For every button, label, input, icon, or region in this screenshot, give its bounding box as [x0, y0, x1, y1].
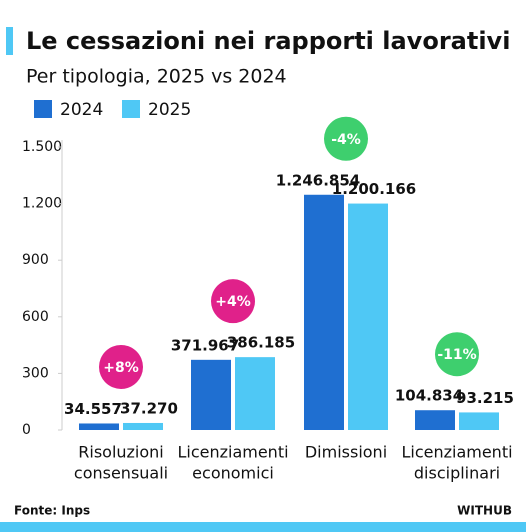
footer-strip [0, 522, 526, 532]
change-badge [211, 279, 255, 324]
x-tick-label: Licenziamenti [401, 443, 512, 462]
x-tick-label: Dimissioni [305, 443, 387, 462]
change-label: +8% [103, 360, 139, 376]
bar [191, 359, 231, 430]
change-badge [324, 116, 368, 161]
bar [123, 422, 163, 430]
data-label: 1.200.166 [332, 180, 416, 198]
change-badge [99, 344, 143, 389]
y-tick-label: 900 [22, 252, 49, 268]
bar [79, 423, 119, 430]
data-label: 93.215 [456, 389, 514, 407]
change-label: -4% [331, 132, 361, 148]
x-tick-label: Risoluzioni [78, 443, 164, 462]
y-tick-label: 600 [22, 309, 49, 325]
y-tick-label: 0 [22, 422, 31, 438]
bar [304, 194, 344, 430]
data-label: 1.246.854 [276, 171, 360, 189]
data-label: 371.967 [171, 336, 239, 354]
title-accent [6, 27, 13, 55]
y-tick-label: 1.500 [22, 139, 62, 155]
y-tick-label: 1.200 [22, 196, 62, 212]
chart-subtitle: Per tipologia, 2025 vs 2024 [26, 66, 287, 88]
data-label: 386.185 [227, 334, 295, 352]
data-label: 104.834 [395, 387, 463, 405]
data-label: 37.270 [120, 399, 178, 417]
legend-swatch [122, 100, 140, 118]
bar [459, 412, 499, 430]
change-label: -11% [437, 347, 476, 363]
legend-label: 2025 [148, 100, 191, 120]
bar [415, 410, 455, 430]
brand: WITHUB [457, 504, 512, 518]
y-tick-label: 300 [22, 365, 49, 381]
x-tick-label: Licenziamenti [177, 443, 288, 462]
x-tick-label: disciplinari [414, 464, 500, 483]
change-badge [435, 332, 479, 377]
legend-swatch [34, 100, 52, 118]
x-tick-label: consensuali [74, 464, 168, 483]
x-tick-label: economici [192, 464, 274, 483]
data-label: 34.557 [64, 400, 122, 418]
change-label: +4% [215, 294, 251, 310]
bar [235, 357, 275, 430]
legend-label: 2024 [60, 100, 103, 120]
source: Fonte: Inps [14, 504, 90, 518]
chart-title: Le cessazioni nei rapporti lavorativi [26, 27, 510, 55]
bar [348, 203, 388, 430]
